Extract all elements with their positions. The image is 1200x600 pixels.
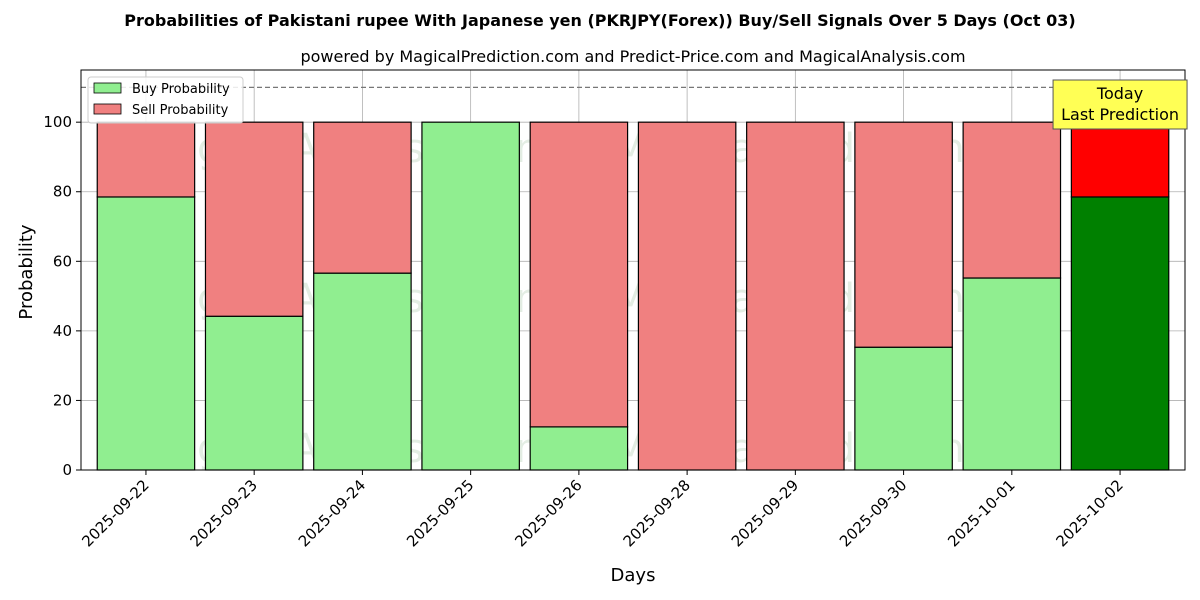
y-tick-label: 80 (53, 183, 72, 201)
sell-bar (637, 121, 737, 471)
buy-bar (1070, 196, 1170, 471)
annotation-box (1052, 79, 1188, 130)
sell-bar (746, 121, 845, 471)
buy-bar (529, 426, 629, 471)
annotation-line-today: Today (1096, 84, 1143, 103)
y-tick-label: 100 (43, 113, 72, 131)
y-tick-label: 0 (62, 461, 72, 479)
legend-label-buy: Buy Probability (132, 82, 230, 97)
plot-frame (80, 69, 1186, 471)
today-annotation: Today Last Prediction (1052, 79, 1188, 130)
sell-bar (854, 121, 953, 348)
sell-bar (962, 121, 1062, 279)
y-tick-label: 40 (53, 322, 72, 340)
sell-bar (204, 121, 304, 317)
sell-bar (96, 121, 196, 198)
chart-title: Probabilities of Pakistani rupee With Ja… (124, 11, 1075, 30)
y-tick-label: 60 (53, 252, 72, 270)
legend-label-sell: Sell Probability (132, 103, 229, 118)
y-axis-label: Probability (16, 224, 37, 319)
x-axis-label: Days (611, 565, 656, 586)
sell-bar (529, 121, 629, 428)
legend: Buy Probability Sell Probability (87, 76, 244, 124)
legend-swatch-buy (93, 82, 122, 94)
buy-bar (313, 272, 412, 471)
buy-bar (421, 121, 520, 471)
bar-layer (96, 121, 1170, 471)
sell-bar (313, 121, 412, 274)
chart-subtitle: powered by MagicalPrediction.com and Pre… (300, 47, 965, 66)
buy-bar (96, 196, 196, 471)
buy-bar (204, 315, 304, 471)
annotation-line-last-prediction: Last Prediction (1061, 105, 1179, 124)
legend-swatch-sell (93, 103, 122, 115)
y-tick-label: 20 (53, 391, 72, 409)
legend-box (87, 76, 244, 124)
buy-bar (854, 346, 953, 471)
buy-bar (962, 277, 1062, 471)
sell-bar (1070, 121, 1170, 198)
